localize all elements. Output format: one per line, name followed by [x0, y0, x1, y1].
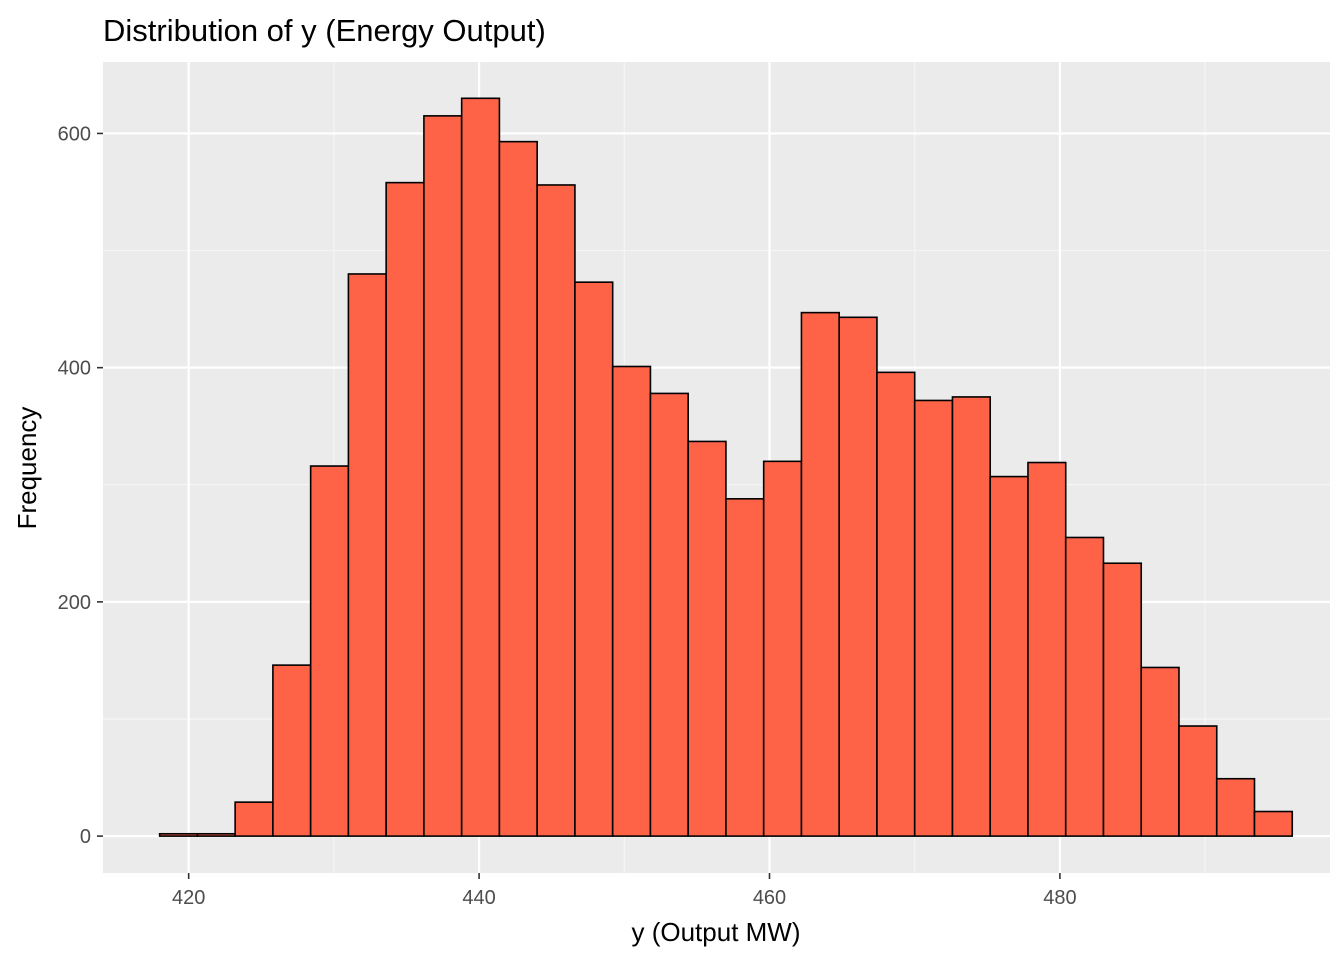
histogram-bar [687, 440, 727, 837]
y-axis: 0 200 400 600 [58, 123, 103, 848]
histogram-bar [1102, 562, 1143, 837]
x-tick-label: 420 [172, 887, 205, 909]
histogram-bar [1215, 777, 1256, 837]
histogram-bar [574, 281, 614, 837]
histogram-bar [951, 396, 992, 837]
histogram-bar [536, 184, 576, 837]
y-tick-label: 0 [80, 826, 91, 848]
histogram-bar [423, 115, 463, 837]
histogram-bar [725, 498, 765, 837]
histogram-bar [1178, 725, 1218, 837]
histogram-bar [460, 97, 501, 837]
histogram-bar [762, 460, 803, 837]
x-tick-label: 480 [1043, 887, 1076, 909]
histogram-bar [498, 140, 538, 837]
histogram-bar [649, 392, 689, 837]
histogram-bar [347, 273, 387, 837]
histogram-bar [800, 311, 841, 837]
x-axis-title: y (Output MW) [631, 917, 800, 947]
histogram-bar [309, 465, 350, 837]
histogram-bar [1140, 666, 1180, 837]
histogram-bar [989, 475, 1029, 837]
histogram-bar [1253, 810, 1294, 837]
histogram-bar [876, 371, 916, 837]
y-tick-label: 600 [58, 123, 91, 145]
histogram-bar [1027, 461, 1067, 837]
x-tick-label: 440 [462, 887, 495, 909]
histogram-bar [272, 664, 312, 837]
histogram-bar [838, 316, 878, 837]
histogram-bars [158, 97, 1294, 837]
x-axis: 420 440 460 480 [172, 873, 1077, 909]
histogram-bar [158, 832, 199, 837]
histogram-bar [385, 181, 425, 837]
histogram-bar [611, 365, 652, 837]
y-axis-title: Frequency [12, 407, 42, 530]
histogram-bar [913, 399, 954, 837]
histogram-bar [1064, 536, 1105, 837]
histogram-bar [196, 832, 236, 837]
x-tick-label: 460 [753, 887, 786, 909]
chart-title: Distribution of y (Energy Output) [103, 13, 546, 48]
y-tick-label: 200 [58, 592, 91, 614]
y-tick-label: 400 [58, 358, 91, 380]
histogram-bar [234, 801, 274, 837]
